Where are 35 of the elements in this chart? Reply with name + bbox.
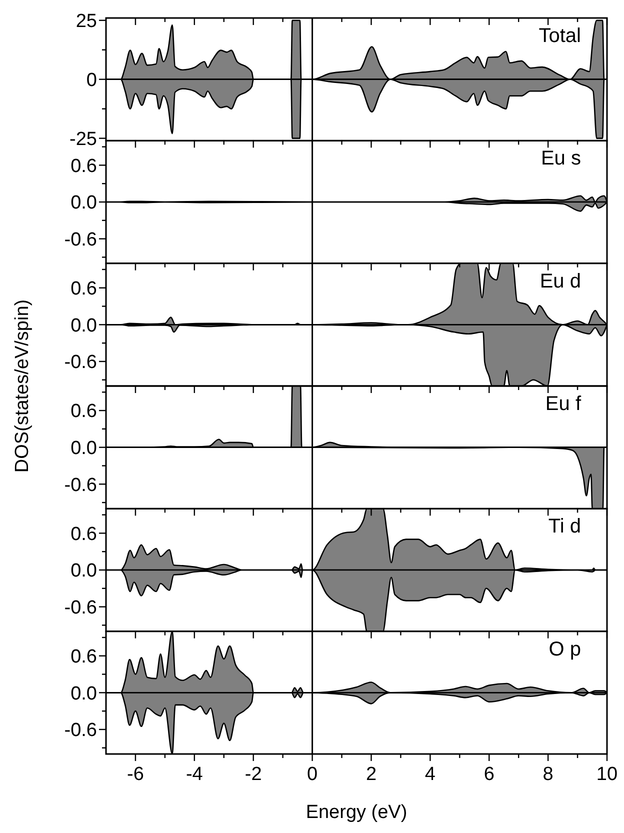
y-tick-label: -0.6	[64, 474, 97, 496]
y-tick-label: 0.6	[70, 278, 97, 300]
x-tick-label: -4	[186, 764, 204, 785]
x-tick-label: 6	[484, 764, 494, 785]
y-tick-label: 0.6	[70, 156, 97, 177]
chart-title: O p	[548, 638, 581, 660]
y-tick-label: 0.0	[70, 560, 97, 582]
x-tick-label: 0	[307, 764, 318, 785]
y-tick-label: 0.6	[70, 524, 97, 545]
chart-title: Eu d	[540, 270, 581, 292]
chart-title: Eu f	[545, 393, 582, 415]
y-tick-label: 0.0	[70, 315, 97, 336]
y-axis-title: DOS(states/eV/spin)	[12, 299, 33, 473]
chart-title: Eu s	[540, 148, 581, 170]
y-tick-label: 25	[76, 11, 97, 32]
y-tick-label: 0.0	[70, 683, 97, 704]
x-tick-label: 8	[542, 764, 554, 785]
y-tick-label: 0	[86, 70, 97, 91]
x-tick-label: -2	[244, 764, 262, 785]
y-tick-label: 0.0	[70, 192, 97, 214]
y-tick-label: -0.6	[64, 229, 97, 250]
x-axis-title: Energy (eV)	[306, 802, 408, 823]
x-tick-label: 4	[424, 764, 436, 785]
x-tick-label: 2	[366, 764, 377, 785]
chart-title: Ti d	[548, 516, 581, 538]
y-tick-label: -0.6	[64, 720, 97, 742]
chart-title: Total	[538, 25, 581, 47]
y-tick-label: 0.0	[70, 438, 97, 459]
y-tick-label: 0.6	[70, 401, 97, 422]
y-tick-label: -0.6	[64, 597, 97, 618]
x-tick-label: 10	[596, 764, 618, 785]
y-tick-label: 0.6	[70, 646, 97, 668]
y-tick-label: -0.6	[64, 352, 97, 374]
x-tick-label: -6	[127, 764, 144, 785]
y-tick-label: -25	[70, 128, 97, 150]
